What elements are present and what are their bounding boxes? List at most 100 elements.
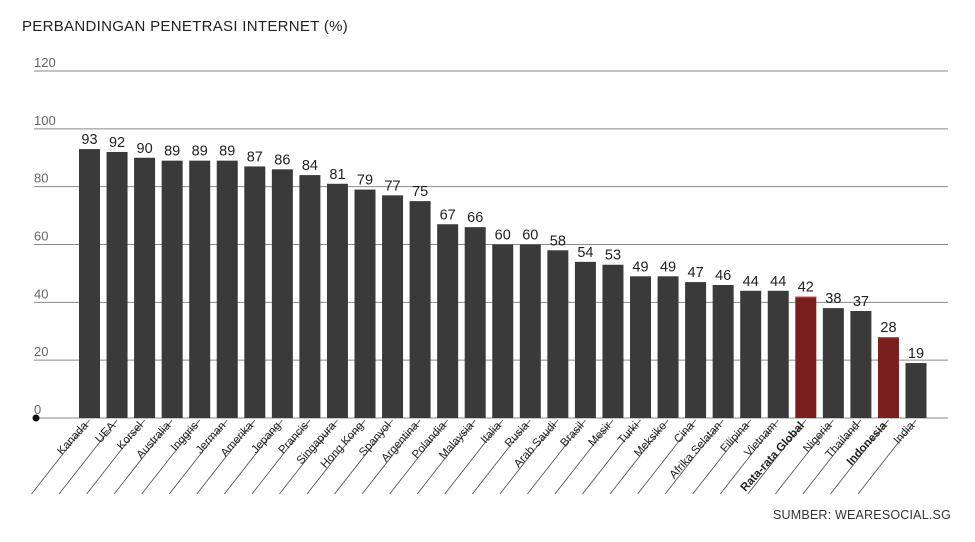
category-guide-line xyxy=(830,419,889,495)
bar xyxy=(795,296,817,418)
category-guide-line xyxy=(527,419,586,495)
category-guide-line xyxy=(31,419,90,495)
category-guide-line xyxy=(113,419,173,495)
bar xyxy=(326,183,348,418)
y-tick-label: 80 xyxy=(34,171,48,186)
x-tick-label: Kanada xyxy=(55,420,91,458)
data-label: 60 xyxy=(495,228,511,244)
category-guide-line xyxy=(499,419,559,495)
bar xyxy=(630,276,651,418)
category-guide-line xyxy=(251,419,311,495)
bar xyxy=(464,227,486,418)
data-label: 28 xyxy=(880,320,896,336)
y-tick-label: 40 xyxy=(34,286,48,301)
bar xyxy=(244,166,266,418)
bar xyxy=(574,261,596,418)
category-guide-line xyxy=(141,419,201,495)
bar xyxy=(712,284,734,418)
category-guide-line xyxy=(58,419,118,495)
data-label: 77 xyxy=(384,178,400,194)
y-tick-label: 100 xyxy=(34,113,56,128)
bar xyxy=(492,244,514,418)
data-label: 89 xyxy=(164,144,180,160)
chart-title: PERBANDINGAN PENETRASI INTERNET (%) xyxy=(22,18,349,35)
data-label: 89 xyxy=(192,144,208,160)
data-label: 93 xyxy=(81,132,97,148)
category-guide-line xyxy=(416,419,476,495)
y-tick-label: 60 xyxy=(34,229,48,244)
y-tick-label: 120 xyxy=(34,55,56,70)
bar xyxy=(409,201,431,418)
category-guide-line xyxy=(664,419,724,495)
bar xyxy=(79,149,100,418)
data-label: 44 xyxy=(770,274,786,290)
category-guide-line xyxy=(279,419,338,495)
category-guide-line xyxy=(168,419,228,495)
data-label: 54 xyxy=(577,245,593,261)
data-label: 42 xyxy=(798,280,814,296)
data-label: 49 xyxy=(660,259,676,275)
category-guide-line xyxy=(306,419,366,495)
data-label: 86 xyxy=(274,152,290,168)
category-guide-line xyxy=(196,419,256,495)
data-label: 90 xyxy=(137,141,153,157)
y-tick-label: 20 xyxy=(34,344,48,359)
y-tick-label: 0 xyxy=(34,402,41,417)
bar xyxy=(685,282,707,418)
data-label: 37 xyxy=(853,294,869,310)
data-label: 67 xyxy=(440,207,456,223)
category-guide-line xyxy=(444,419,504,495)
data-label: 47 xyxy=(688,265,704,281)
bar xyxy=(547,250,569,418)
bar xyxy=(299,175,321,418)
category-guide-line xyxy=(774,419,834,495)
category-guide-line xyxy=(334,419,393,495)
category-guide-line xyxy=(637,419,696,495)
origin-dot xyxy=(32,414,40,422)
category-guide-line xyxy=(719,419,779,495)
bar xyxy=(519,244,541,418)
bar xyxy=(271,169,293,418)
bar xyxy=(905,363,927,418)
bar xyxy=(382,195,404,418)
category-guide-line xyxy=(554,419,614,495)
data-label: 44 xyxy=(743,274,759,290)
data-label: 19 xyxy=(908,346,924,362)
category-guide-line xyxy=(857,419,917,495)
data-label: 58 xyxy=(550,233,566,249)
bar xyxy=(189,160,211,418)
bar xyxy=(740,290,762,418)
bar xyxy=(106,151,128,418)
category-guide-line xyxy=(609,419,669,495)
category-guide-line xyxy=(86,419,145,495)
category-guide-line xyxy=(692,419,752,495)
data-label: 66 xyxy=(467,210,483,226)
bar xyxy=(767,290,789,418)
data-label: 84 xyxy=(302,158,318,174)
x-tick-label: Afrika Selatan xyxy=(668,420,725,481)
source-note: SUMBER: WEARESOCIAL.SG xyxy=(772,508,951,522)
data-label: 92 xyxy=(109,135,125,151)
bar xyxy=(657,276,679,418)
category-guide-line xyxy=(802,419,862,495)
data-label: 53 xyxy=(605,248,621,264)
category-guide-line xyxy=(389,419,449,495)
data-label: 89 xyxy=(219,144,235,160)
data-label: 46 xyxy=(715,268,731,284)
category-guide-line xyxy=(223,419,283,495)
bar xyxy=(437,224,459,418)
bar xyxy=(877,337,899,418)
category-guide-line xyxy=(471,419,531,495)
data-label: 87 xyxy=(247,149,263,165)
data-label: 38 xyxy=(825,291,841,307)
category-guide-line xyxy=(361,419,421,495)
bar xyxy=(354,189,376,418)
x-tick-label: Brasil xyxy=(558,420,586,449)
data-label: 60 xyxy=(522,228,538,244)
bar xyxy=(134,157,156,418)
data-label: 79 xyxy=(357,173,373,189)
bar xyxy=(850,311,872,418)
bar xyxy=(161,160,183,418)
data-label: 81 xyxy=(329,167,345,183)
